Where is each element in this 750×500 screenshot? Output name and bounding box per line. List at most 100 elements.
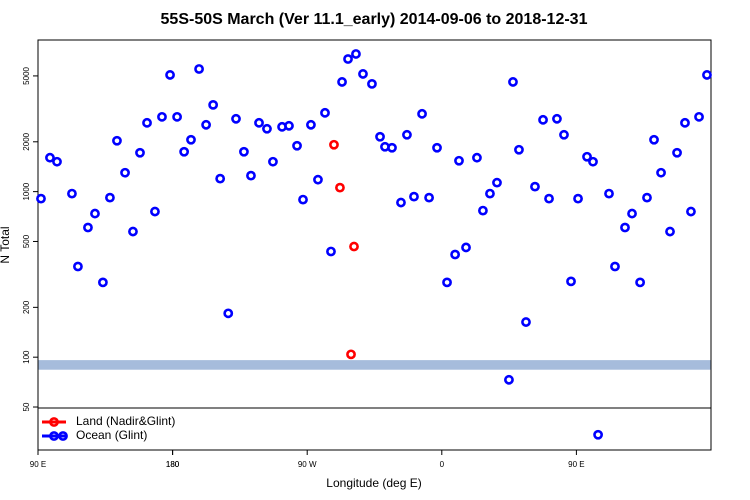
x-tick-label: 90 E [568,460,584,469]
data-point [552,113,562,124]
y-tick-label: 2000 [22,132,31,150]
data-point [223,308,234,319]
band [38,360,711,370]
data-point [45,152,55,163]
data-point [508,77,518,87]
data-point [335,182,345,193]
data-point [36,193,46,204]
data-point [246,170,256,181]
data-point [194,64,204,74]
data-point [358,69,368,79]
y-tick-label: 100 [22,350,31,364]
legend-label: Land (Nadir&Glint) [76,414,175,428]
data-point [604,188,614,199]
data-point [485,188,495,199]
x-tick-label: 90 W [298,460,317,469]
data-point [349,241,359,252]
data-point [514,144,524,155]
data-point [90,208,100,219]
data-point [588,156,598,167]
data-point [320,107,330,118]
data-point [284,120,294,131]
data-point [702,70,712,80]
data-point [454,155,464,166]
y-tick-label: 500 [22,234,31,248]
data-point [442,277,452,288]
data-point [432,142,442,153]
y-tick-label: 50 [22,402,31,411]
data-point [680,117,690,128]
data-point [593,429,603,440]
data-point [231,113,241,124]
data-point [530,181,540,192]
data-point [409,191,419,202]
data-point [262,123,272,134]
data-point [478,205,488,216]
data-point [566,276,576,287]
data-point [351,49,361,59]
data-point [268,156,278,167]
data-point [656,167,666,178]
data-point [346,349,356,360]
data-point [329,139,339,150]
y-tick-label: 5000 [22,66,31,84]
data-point [157,111,167,122]
y-tick-label: 200 [22,300,31,314]
data-point [573,193,583,204]
data-point [112,135,122,146]
data-point [582,151,592,162]
plot-frame [37,39,712,451]
data-point [343,54,353,64]
data-point [239,146,249,157]
data-point [67,188,77,199]
data-point [544,193,554,204]
data-point [559,129,569,140]
data-point [306,119,316,130]
data-point [165,70,175,80]
legend-marker [49,417,59,427]
data-point [52,156,62,167]
data-point [521,317,531,327]
data-point [396,197,406,208]
data-point [642,192,652,203]
legend-marker [58,431,68,441]
x-tick-label: 90 E [30,460,46,469]
data-point [627,208,637,219]
data-point [254,117,264,128]
data-point [424,192,434,203]
data-point [83,222,93,233]
data-point [367,78,377,89]
data-point [128,226,138,237]
x-axis-title: Longitude (deg E) [326,476,421,490]
data-point [387,142,397,153]
data-point [472,152,482,163]
data-point [292,140,302,151]
data-point [504,374,514,385]
data-point [492,177,502,188]
data-point [73,261,83,272]
data-point [215,173,226,184]
y-axis-title: N Total [0,226,12,263]
data-point [172,111,182,122]
data-point [313,174,323,185]
data-point [694,111,704,122]
chart-title: 55S-50S March (Ver 11.1_early) 2014-09-0… [161,11,588,28]
data-point [105,192,115,203]
data-point [150,206,160,217]
data-point [610,261,620,272]
data-point [135,147,145,158]
data-point [461,242,471,253]
data-point [186,134,196,145]
data-point [672,147,682,158]
legend-marker [49,431,59,441]
y-tick-label: 1000 [22,182,31,200]
data-point [208,99,219,110]
data-point [665,226,675,237]
data-point [337,77,347,87]
data-point [635,277,646,288]
data-point [402,129,412,140]
x-tick-label: 0 [440,460,445,469]
data-point [298,194,308,205]
data-point [417,108,427,119]
x-tick-label: 180 [166,460,180,469]
